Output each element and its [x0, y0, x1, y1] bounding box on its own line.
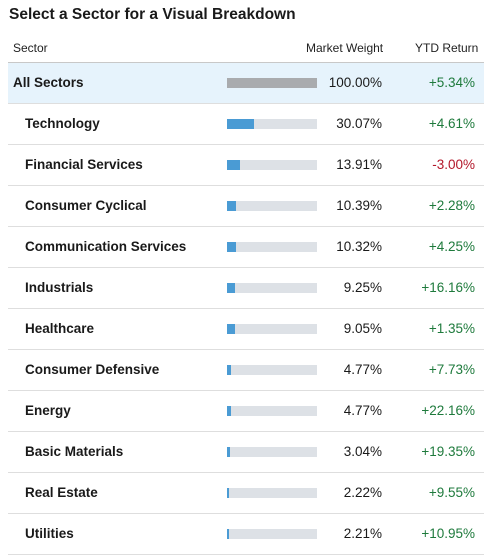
sector-name: Industrials — [25, 280, 94, 295]
ytd-return: -3.00% — [432, 157, 475, 172]
weight-label: 2.22% — [343, 485, 382, 500]
weight-bar — [227, 488, 229, 498]
weight-bar — [227, 78, 317, 88]
weight-bar — [227, 242, 237, 252]
weight-track — [227, 78, 317, 88]
sector-name: Energy — [25, 403, 71, 418]
ytd-return: +9.55% — [428, 485, 475, 500]
ytd-return: +10.95% — [421, 526, 475, 541]
weight-track — [227, 201, 317, 211]
header-divider — [8, 62, 484, 63]
weight-track — [227, 488, 317, 498]
weight-label: 9.25% — [343, 280, 382, 295]
sector-name: Technology — [25, 116, 100, 131]
sector-row[interactable]: Industrials 9.25% +16.16% — [8, 268, 484, 309]
weight-label: 30.07% — [336, 116, 382, 131]
weight-label: 4.77% — [343, 403, 382, 418]
sector-row[interactable]: Financial Services 13.91% -3.00% — [8, 145, 484, 186]
weight-label: 100.00% — [328, 75, 382, 90]
column-header: Sector — [13, 41, 48, 55]
ytd-return: +2.28% — [428, 198, 475, 213]
ytd-return: +1.35% — [428, 321, 475, 336]
weight-bar — [227, 324, 236, 334]
weight-bar — [227, 160, 240, 170]
weight-label: 9.05% — [343, 321, 382, 336]
ytd-return: +16.16% — [421, 280, 475, 295]
sector-name: Consumer Cyclical — [25, 198, 147, 213]
weight-label: 10.39% — [336, 198, 382, 213]
weight-track — [227, 160, 317, 170]
sector-name: Communication Services — [25, 239, 187, 254]
weight-track — [227, 447, 317, 457]
ytd-return: +22.16% — [421, 403, 475, 418]
ytd-return: +5.34% — [428, 75, 475, 90]
sector-name: Financial Services — [25, 157, 143, 172]
weight-track — [227, 529, 317, 539]
sector-name: Basic Materials — [25, 444, 124, 459]
weight-bar — [227, 201, 237, 211]
sector-row[interactable]: Communication Services 10.32% +4.25% — [8, 227, 484, 268]
sector-name: Real Estate — [25, 485, 98, 500]
sector-row[interactable]: Consumer Defensive 4.77% +7.73% — [8, 350, 484, 391]
weight-bar — [227, 447, 230, 457]
weight-track — [227, 283, 317, 293]
weight-bar — [227, 529, 229, 539]
sector-row[interactable]: All Sectors 100.00% +5.34% — [8, 63, 484, 104]
sector-name: Healthcare — [25, 321, 95, 336]
sector-row[interactable]: Basic Materials 3.04% +19.35% — [8, 432, 484, 473]
sector-row[interactable]: Healthcare 9.05% +1.35% — [8, 309, 484, 350]
sector-row[interactable]: Technology 30.07% +4.61% — [8, 104, 484, 145]
weight-track — [227, 365, 317, 375]
weight-track — [227, 119, 317, 129]
weight-label: 4.77% — [343, 362, 382, 377]
weight-bar — [227, 406, 232, 416]
sector-row[interactable]: Utilities 2.21% +10.95% — [8, 514, 484, 555]
weight-track — [227, 242, 317, 252]
column-header: YTD Return — [415, 41, 479, 55]
column-header: Market Weight — [306, 41, 384, 55]
ytd-return: +19.35% — [421, 444, 475, 459]
ytd-return: +4.61% — [428, 116, 475, 131]
ytd-return: +7.73% — [428, 362, 475, 377]
weight-label: 13.91% — [336, 157, 382, 172]
weight-label: 3.04% — [343, 444, 382, 459]
sector-name: Consumer Defensive — [25, 362, 160, 377]
weight-bar — [227, 283, 236, 293]
ytd-return: +4.25% — [428, 239, 475, 254]
sector-row[interactable]: Energy 4.77% +22.16% — [8, 391, 484, 432]
title: Select a Sector for a Visual Breakdown — [9, 6, 296, 23]
weight-track — [227, 324, 317, 334]
weight-label: 2.21% — [343, 526, 382, 541]
sector-row[interactable]: Real Estate 2.22% +9.55% — [8, 473, 484, 514]
weight-bar — [227, 365, 232, 375]
sector-name: All Sectors — [13, 75, 84, 90]
sector-row[interactable]: Consumer Cyclical 10.39% +2.28% — [8, 186, 484, 227]
weight-track — [227, 406, 317, 416]
weight-label: 10.32% — [336, 239, 382, 254]
weight-bar — [227, 119, 255, 129]
sector-name: Utilities — [25, 526, 74, 541]
